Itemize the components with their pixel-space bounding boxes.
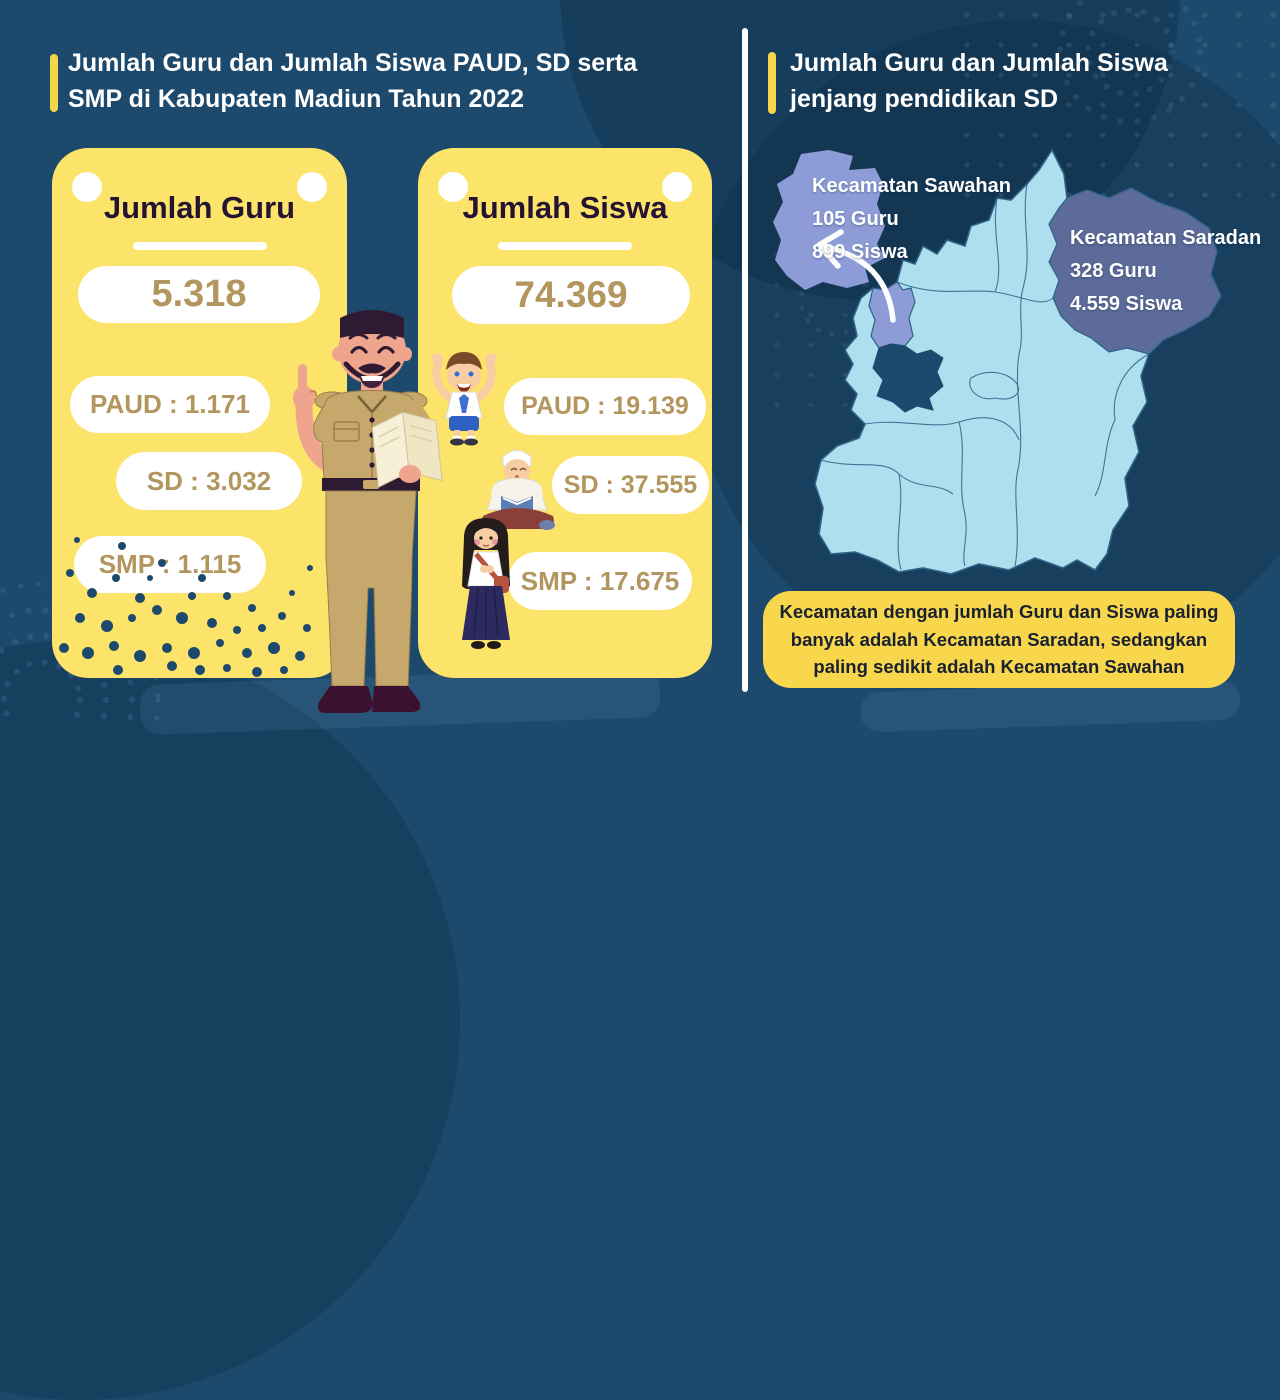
title-underline <box>498 242 632 250</box>
left-title-line2: SMP di Kabupaten Madiun Tahun 2022 <box>68 84 525 113</box>
guru-smp-pill: SMP : 1.115 <box>74 536 266 593</box>
sawahan-label: Kecamatan Sawahan 105 Guru 899 Siswa <box>812 170 1011 269</box>
card-hole-decor <box>297 172 327 202</box>
guru-total-pill: 5.318 <box>78 266 320 323</box>
student-cheering-illustration <box>431 352 497 446</box>
right-title-line1: Jumlah Guru dan Jumlah Siswa <box>790 49 1168 77</box>
teacher-illustration <box>293 310 443 713</box>
sawahan-siswa: 899 Siswa <box>812 241 908 263</box>
siswa-paud-pill: PAUD : 19.139 <box>504 378 706 435</box>
map-region-sawahan-enlarged <box>773 150 885 290</box>
background-circle-decor <box>0 640 460 1400</box>
right-title-line2: jenjang pendidikan SD <box>790 84 1059 113</box>
map-region-saradan <box>1048 187 1222 355</box>
title-accent-bar <box>768 52 776 114</box>
title-underline <box>132 242 267 250</box>
map-arrow <box>816 229 896 323</box>
left-title-line1: Jumlah Guru dan Jumlah Siswa PAUD, SD se… <box>68 49 638 77</box>
saradan-guru: 328 Guru <box>1070 260 1157 282</box>
conclusion-note-text: Kecamatan dengan jumlah Guru dan Siswa p… <box>779 600 1219 678</box>
saradan-name: Kecamatan Saradan <box>1070 227 1262 249</box>
guru-card-title: Jumlah Guru <box>103 190 296 225</box>
siswa-total-pill: 74.369 <box>452 266 690 324</box>
left-panel-title: Jumlah Guru dan Jumlah Siswa PAUD, SD se… <box>68 46 728 117</box>
madiun-map <box>773 148 1222 575</box>
siswa-smp-pill: SMP : 17.675 <box>508 552 692 610</box>
card-hole-decor <box>438 172 468 202</box>
siswa-sd-pill: SD : 37.555 <box>552 456 709 514</box>
card-hole-decor <box>72 172 102 202</box>
saradan-siswa: 4.559 Siswa <box>1070 293 1183 315</box>
map-region-kota-gap <box>872 343 944 413</box>
student-girl-illustration <box>462 518 510 649</box>
sawahan-name: Kecamatan Sawahan <box>812 175 1011 197</box>
guru-paud-pill: PAUD : 1.171 <box>70 376 270 433</box>
guru-sd-pill: SD : 3.032 <box>116 452 302 510</box>
polka-dots-decor <box>59 537 313 677</box>
siswa-card-title: Jumlah Siswa <box>462 190 668 225</box>
conclusion-note-box: Kecamatan dengan jumlah Guru dan Siswa p… <box>763 591 1235 688</box>
saradan-label: Kecamatan Saradan 328 Guru 4.559 Siswa <box>1070 222 1261 321</box>
right-panel-title: Jumlah Guru dan Jumlah Siswa jenjang pen… <box>790 46 1230 117</box>
sawahan-guru: 105 Guru <box>812 208 899 230</box>
panel-divider <box>742 28 748 692</box>
card-hole-decor <box>662 172 692 202</box>
title-accent-bar <box>50 54 58 112</box>
